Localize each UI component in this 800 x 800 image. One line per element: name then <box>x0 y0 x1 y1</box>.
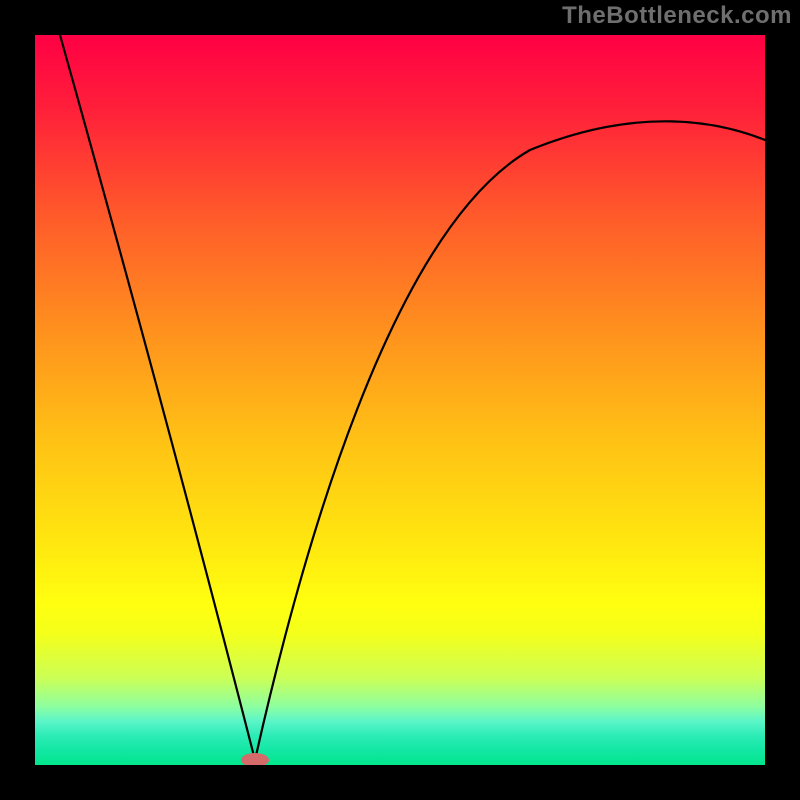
border-right <box>765 0 800 800</box>
vertex-marker <box>241 753 269 767</box>
gradient-background <box>35 35 765 765</box>
border-left <box>0 0 35 800</box>
watermark-text: TheBottleneck.com <box>562 2 792 30</box>
bottleneck-chart <box>0 0 800 800</box>
chart-container: TheBottleneck.com <box>0 0 800 800</box>
border-bottom <box>0 765 800 800</box>
